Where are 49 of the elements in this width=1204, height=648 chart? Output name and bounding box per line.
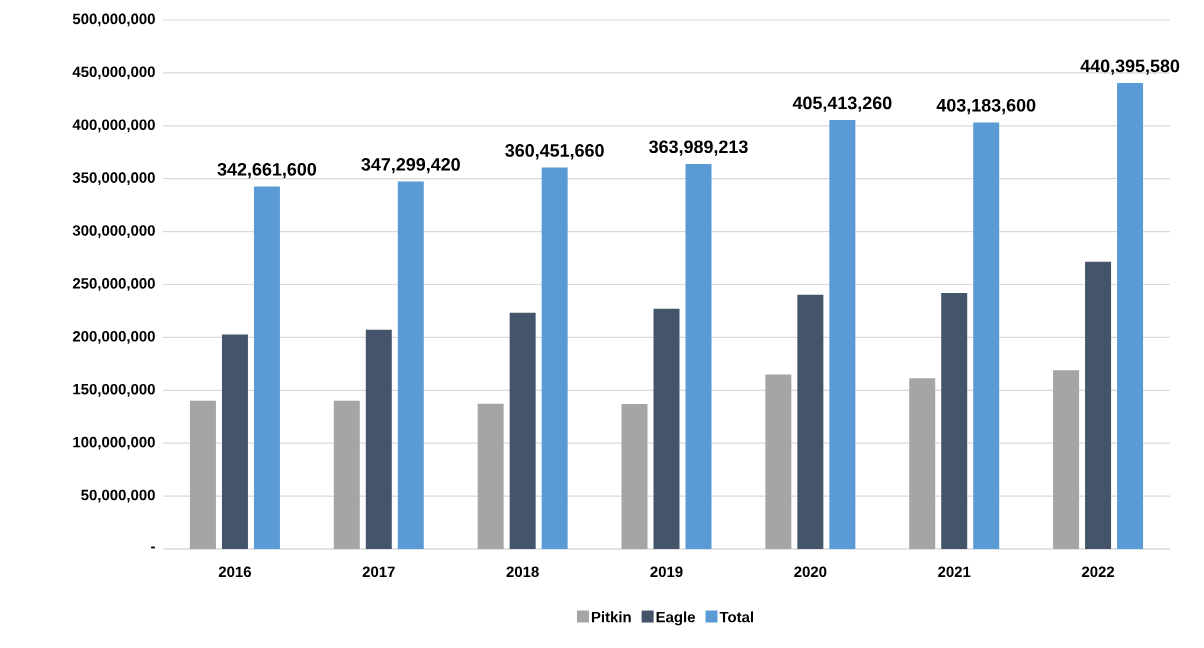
y-tick-label: 400,000,000	[72, 119, 155, 133]
x-tick-label: 2019	[650, 566, 683, 578]
data-label: 403,183,600	[936, 98, 1036, 115]
legend-label: Pitkin	[591, 611, 631, 623]
legend-label: Eagle	[656, 611, 695, 626]
bar	[1053, 370, 1080, 549]
x-tick-label: 2022	[1081, 566, 1115, 578]
y-tick-label: 100,000,000	[73, 436, 155, 450]
data-label: 405,413,260	[792, 96, 892, 112]
data-label: 363,989,213	[649, 140, 748, 156]
bar	[477, 403, 504, 549]
bar	[941, 293, 968, 549]
bar	[221, 334, 248, 549]
bar	[765, 374, 792, 549]
bar	[189, 400, 216, 549]
bar	[1117, 83, 1144, 549]
y-tick-label: 200,000,000	[72, 331, 155, 344]
bar	[685, 163, 712, 549]
bar	[797, 294, 824, 549]
bar	[621, 404, 648, 549]
bar	[333, 400, 360, 549]
x-tick-label: 2016	[218, 566, 252, 578]
bar	[973, 122, 1000, 549]
y-tick-label: 150,000,000	[73, 383, 155, 397]
y-tick-label: 450,000,000	[72, 66, 155, 80]
bar	[541, 167, 568, 549]
y-tick-label: 250,000,000	[72, 278, 155, 291]
bar	[253, 186, 280, 549]
x-tick-label: 2017	[362, 566, 395, 578]
bar	[365, 329, 392, 549]
y-tick-label: -	[151, 546, 155, 549]
data-label: 347,299,420	[361, 158, 460, 174]
y-tick-label: 350,000,000	[72, 172, 155, 186]
y-tick-label: 50,000,000	[81, 489, 155, 503]
y-tick-label: 500,000,000	[72, 13, 155, 27]
data-label: 360,451,660	[505, 144, 604, 160]
data-label: 440,395,580	[1080, 59, 1180, 75]
x-tick-label: 2018	[506, 566, 539, 578]
x-tick-label: 2020	[794, 566, 827, 578]
y-tick-label: 300,000,000	[72, 225, 155, 238]
bar	[1085, 261, 1112, 549]
legend-label: Total	[719, 611, 754, 623]
bar	[909, 378, 936, 549]
bar	[397, 181, 424, 549]
bar	[509, 312, 536, 549]
data-label: 342,661,600	[217, 162, 317, 179]
bar	[829, 120, 856, 549]
x-tick-label: 2021	[938, 566, 971, 578]
bar	[653, 308, 680, 549]
